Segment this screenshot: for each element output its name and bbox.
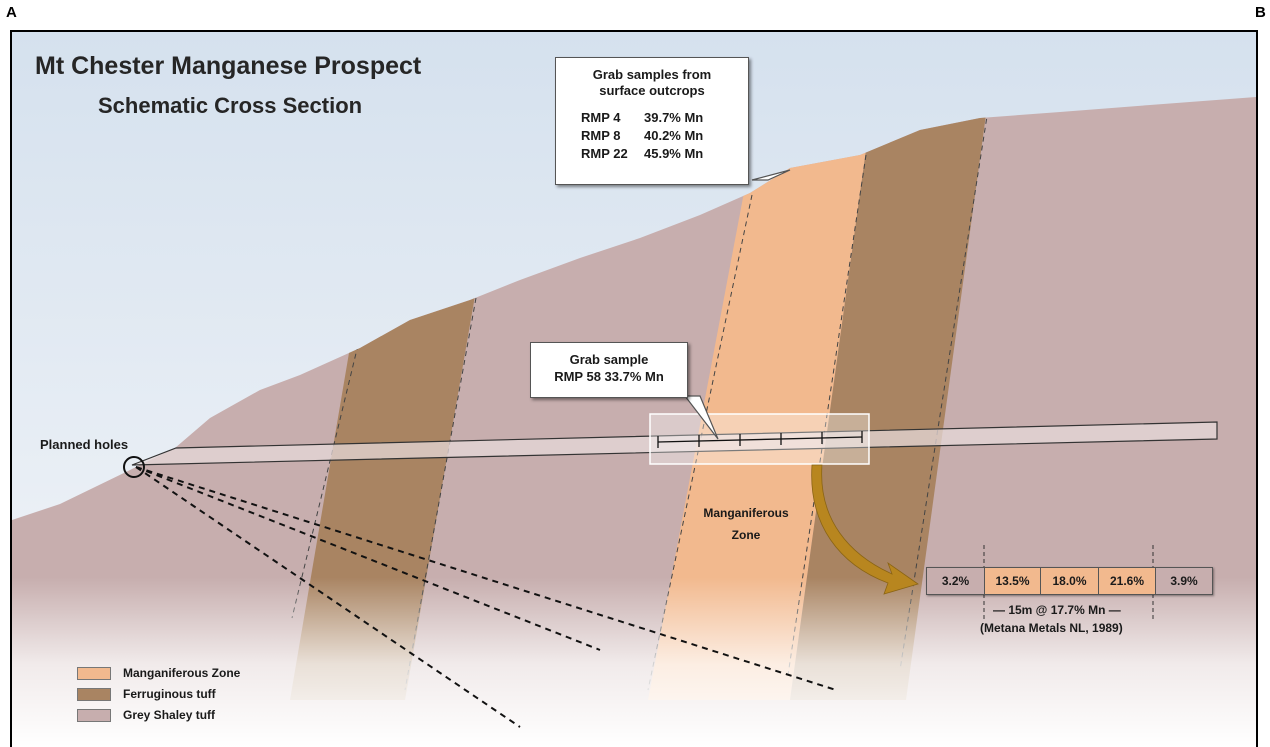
assay-cell: 21.6% <box>1099 568 1156 594</box>
legend-swatch <box>77 708 111 722</box>
sample-grade: 40.2% Mn <box>644 128 704 143</box>
grab-sample-callout: Grab sample RMP 58 33.7% Mn <box>530 342 688 398</box>
corner-label-a: A <box>6 4 17 21</box>
legend-label: Grey Shaley tuff <box>123 708 216 722</box>
surface-samples-callout: Grab samples from surface outcrops RMP 4… <box>555 57 749 185</box>
assay-cell: 3.2% <box>927 568 985 594</box>
legend-item-manganiferous: Manganiferous Zone <box>77 664 240 682</box>
grab-callout-line2: RMP 58 33.7% Mn <box>554 369 664 384</box>
zone-label-line1: Manganiferous <box>703 506 789 520</box>
assay-cell: 18.0% <box>1041 568 1099 594</box>
planned-holes-label: Planned holes <box>40 437 129 452</box>
assay-cell: 3.9% <box>1156 568 1212 594</box>
zone-label-line2: Zone <box>731 528 761 542</box>
assay-interval-table: 3.2% 13.5% 18.0% 21.6% 3.9% <box>926 567 1213 595</box>
drill-hole-trace <box>131 421 1218 466</box>
curved-arrow-icon <box>811 464 919 595</box>
cross-section-frame <box>10 30 1258 747</box>
manganiferous-zone-label: Manganiferous Zone <box>696 502 796 546</box>
sample-row: RMP 22 45.9% Mn <box>581 145 748 163</box>
legend-label: Ferruginous tuff <box>123 687 216 701</box>
assay-summary: — 15m @ 17.7% Mn — <box>993 603 1121 617</box>
grab-callout-line1: Grab sample <box>569 352 649 367</box>
legend-item-ferruginous: Ferruginous tuff <box>77 685 240 703</box>
legend-swatch <box>77 687 111 701</box>
legend-item-grey-shaley: Grey Shaley tuff <box>77 706 240 724</box>
callout-heading-line2: surface outcrops <box>599 83 705 98</box>
assay-source: (Metana Metals NL, 1989) <box>980 621 1123 635</box>
sample-id: RMP 4 <box>581 110 621 125</box>
legend-label: Manganiferous Zone <box>123 666 241 680</box>
sample-id: RMP 22 <box>581 146 628 161</box>
assay-cell: 13.5% <box>985 568 1041 594</box>
planned-holes-collar-icon <box>123 456 145 478</box>
sample-id: RMP 8 <box>581 128 621 143</box>
sample-grade: 45.9% Mn <box>644 146 704 161</box>
corner-label-b: B <box>1255 4 1266 21</box>
sample-row: RMP 4 39.7% Mn <box>581 109 748 127</box>
page-title: Mt Chester Manganese Prospect <box>35 52 422 80</box>
legend: Manganiferous Zone Ferruginous tuff Grey… <box>77 664 240 727</box>
legend-swatch <box>77 666 111 680</box>
callout-heading-line1: Grab samples from <box>592 67 712 82</box>
sample-row: RMP 8 40.2% Mn <box>581 127 748 145</box>
sample-grade: 39.7% Mn <box>644 110 704 125</box>
page-subtitle: Schematic Cross Section <box>98 93 363 118</box>
